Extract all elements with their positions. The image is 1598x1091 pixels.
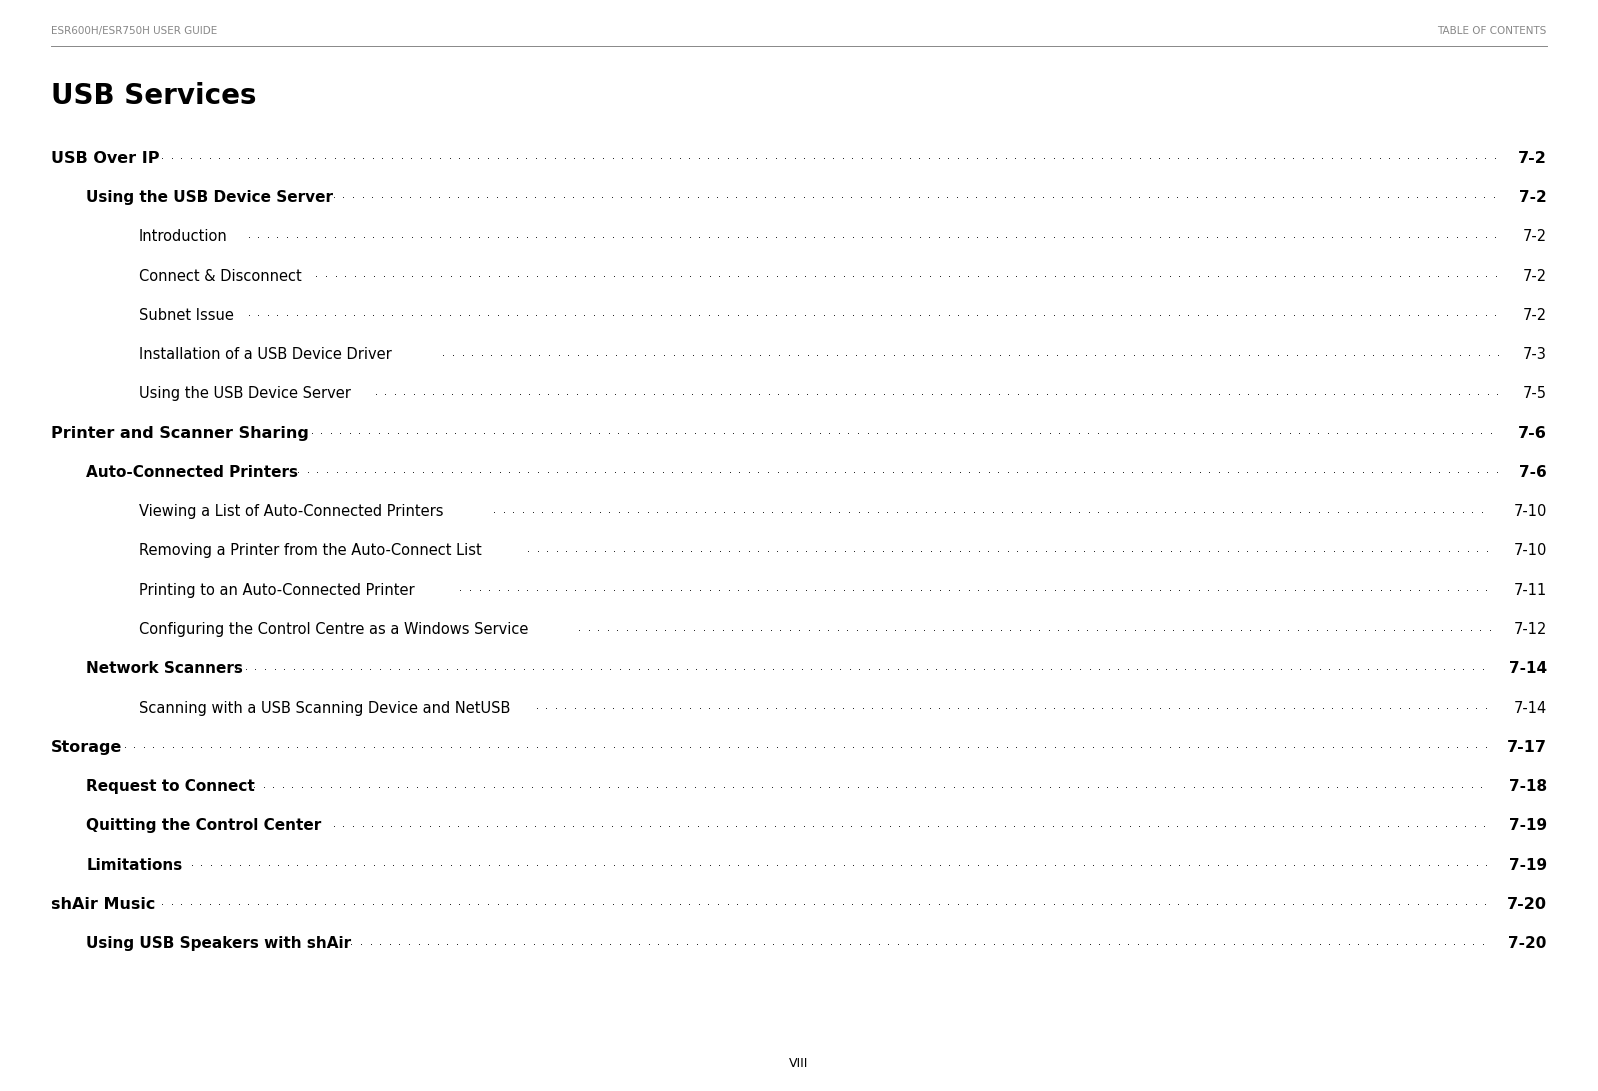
Text: 7-19: 7-19 (1509, 818, 1547, 834)
Text: 7-2: 7-2 (1520, 190, 1547, 205)
Text: USB Services: USB Services (51, 82, 257, 110)
Text: 7-5: 7-5 (1523, 386, 1547, 401)
Text: 7-6: 7-6 (1520, 465, 1547, 480)
Text: Installation of a USB Device Driver: Installation of a USB Device Driver (139, 347, 392, 362)
Text: 7-2: 7-2 (1523, 268, 1547, 284)
Text: Connect & Disconnect: Connect & Disconnect (139, 268, 302, 284)
Text: 7-3: 7-3 (1523, 347, 1547, 362)
Text: Introduction: Introduction (139, 229, 229, 244)
Text: 7-19: 7-19 (1509, 858, 1547, 873)
Text: Network Scanners: Network Scanners (86, 661, 243, 676)
Text: 7-17: 7-17 (1507, 740, 1547, 755)
Text: Printer and Scanner Sharing: Printer and Scanner Sharing (51, 425, 308, 441)
Text: Scanning with a USB Scanning Device and NetUSB: Scanning with a USB Scanning Device and … (139, 700, 510, 716)
Text: shAir Music: shAir Music (51, 897, 155, 912)
Text: Quitting the Control Center: Quitting the Control Center (86, 818, 321, 834)
Text: Viewing a List of Auto-Connected Printers: Viewing a List of Auto-Connected Printer… (139, 504, 444, 519)
Text: TABLE OF CONTENTS: TABLE OF CONTENTS (1438, 25, 1547, 36)
Text: ESR600H/ESR750H USER GUIDE: ESR600H/ESR750H USER GUIDE (51, 25, 217, 36)
Text: Using the USB Device Server: Using the USB Device Server (86, 190, 334, 205)
Text: USB Over IP: USB Over IP (51, 151, 160, 166)
Text: Request to Connect: Request to Connect (86, 779, 256, 794)
Text: 7-10: 7-10 (1513, 543, 1547, 559)
Text: Storage: Storage (51, 740, 123, 755)
Text: Limitations: Limitations (86, 858, 182, 873)
Text: 7-14: 7-14 (1509, 661, 1547, 676)
Text: 7-18: 7-18 (1509, 779, 1547, 794)
Text: Subnet Issue: Subnet Issue (139, 308, 233, 323)
Text: 7-12: 7-12 (1513, 622, 1547, 637)
Text: Removing a Printer from the Auto-Connect List: Removing a Printer from the Auto-Connect… (139, 543, 481, 559)
Text: VIII: VIII (789, 1057, 809, 1070)
Text: 7-11: 7-11 (1513, 583, 1547, 598)
Text: 7-20: 7-20 (1507, 897, 1547, 912)
Text: 7-14: 7-14 (1513, 700, 1547, 716)
Text: 7-10: 7-10 (1513, 504, 1547, 519)
Text: 7-2: 7-2 (1523, 229, 1547, 244)
Text: Using USB Speakers with shAir: Using USB Speakers with shAir (86, 936, 352, 951)
Text: 7-6: 7-6 (1518, 425, 1547, 441)
Text: 7-20: 7-20 (1509, 936, 1547, 951)
Text: 7-2: 7-2 (1523, 308, 1547, 323)
Text: Using the USB Device Server: Using the USB Device Server (139, 386, 352, 401)
Text: Configuring the Control Centre as a Windows Service: Configuring the Control Centre as a Wind… (139, 622, 529, 637)
Text: 7-2: 7-2 (1518, 151, 1547, 166)
Text: Printing to an Auto-Connected Printer: Printing to an Auto-Connected Printer (139, 583, 414, 598)
Text: Auto-Connected Printers: Auto-Connected Printers (86, 465, 299, 480)
